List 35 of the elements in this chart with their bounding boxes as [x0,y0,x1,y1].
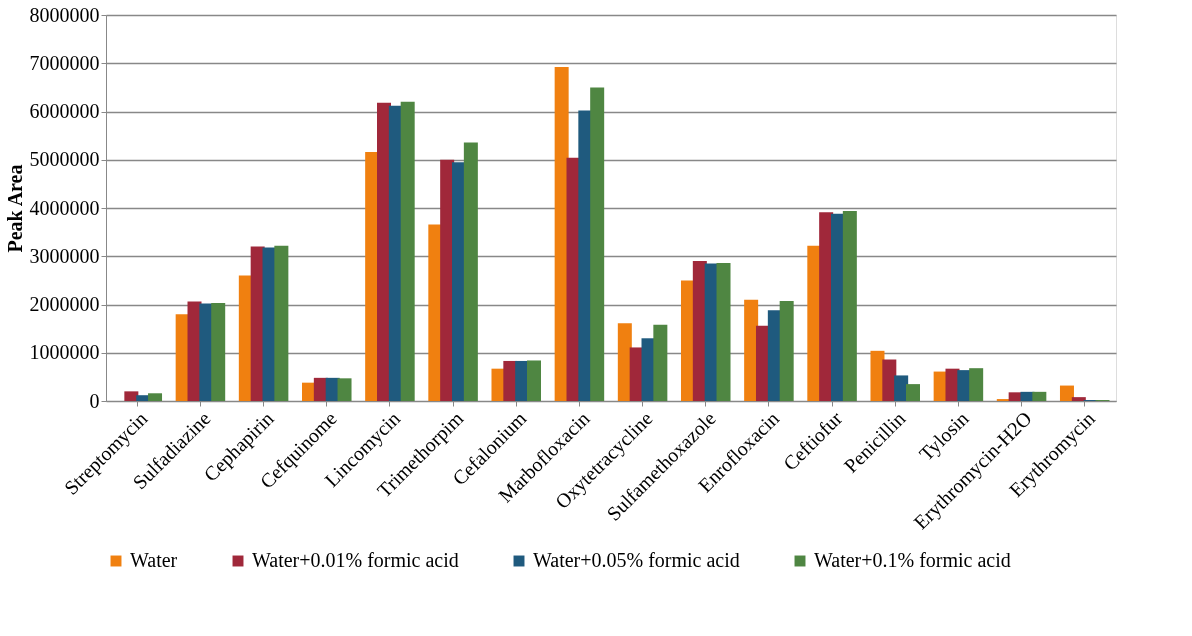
bar [1032,391,1047,401]
y-axis-title: Peak Area [3,164,26,253]
bar [400,101,415,401]
bar [527,360,542,401]
bar [842,210,857,401]
bar [617,323,632,401]
y-tick-label: 4000000 [29,196,100,219]
y-tick-label: 7000000 [29,51,100,74]
bar [653,324,668,401]
y-tick-label: 0 [89,389,100,412]
y-tick-label: 1000000 [29,341,100,364]
bar [124,391,139,401]
bar [906,384,921,401]
bar [274,245,289,401]
legend-label: Water+0.05% formic acid [533,549,740,571]
bar [969,368,984,401]
bar [211,303,226,401]
y-tick-label: 2000000 [29,293,100,315]
bar [590,87,605,401]
bar [463,142,478,401]
legend-label: Water+0.1% formic acid [814,549,1011,571]
bar [1059,385,1074,401]
y-tick-label: 5000000 [29,148,100,171]
legend-label: Water+0.01% formic acid [252,549,459,571]
bar [882,359,897,401]
y-tick-label: 6000000 [29,100,100,122]
bar [148,393,163,401]
bar [1071,397,1086,401]
legend-label: Water [130,549,178,571]
y-tick-label: 8000000 [29,3,100,26]
bar [337,378,352,401]
bar [716,263,731,401]
bar [779,301,794,401]
bar [894,375,909,401]
y-tick-label: 3000000 [29,244,100,267]
